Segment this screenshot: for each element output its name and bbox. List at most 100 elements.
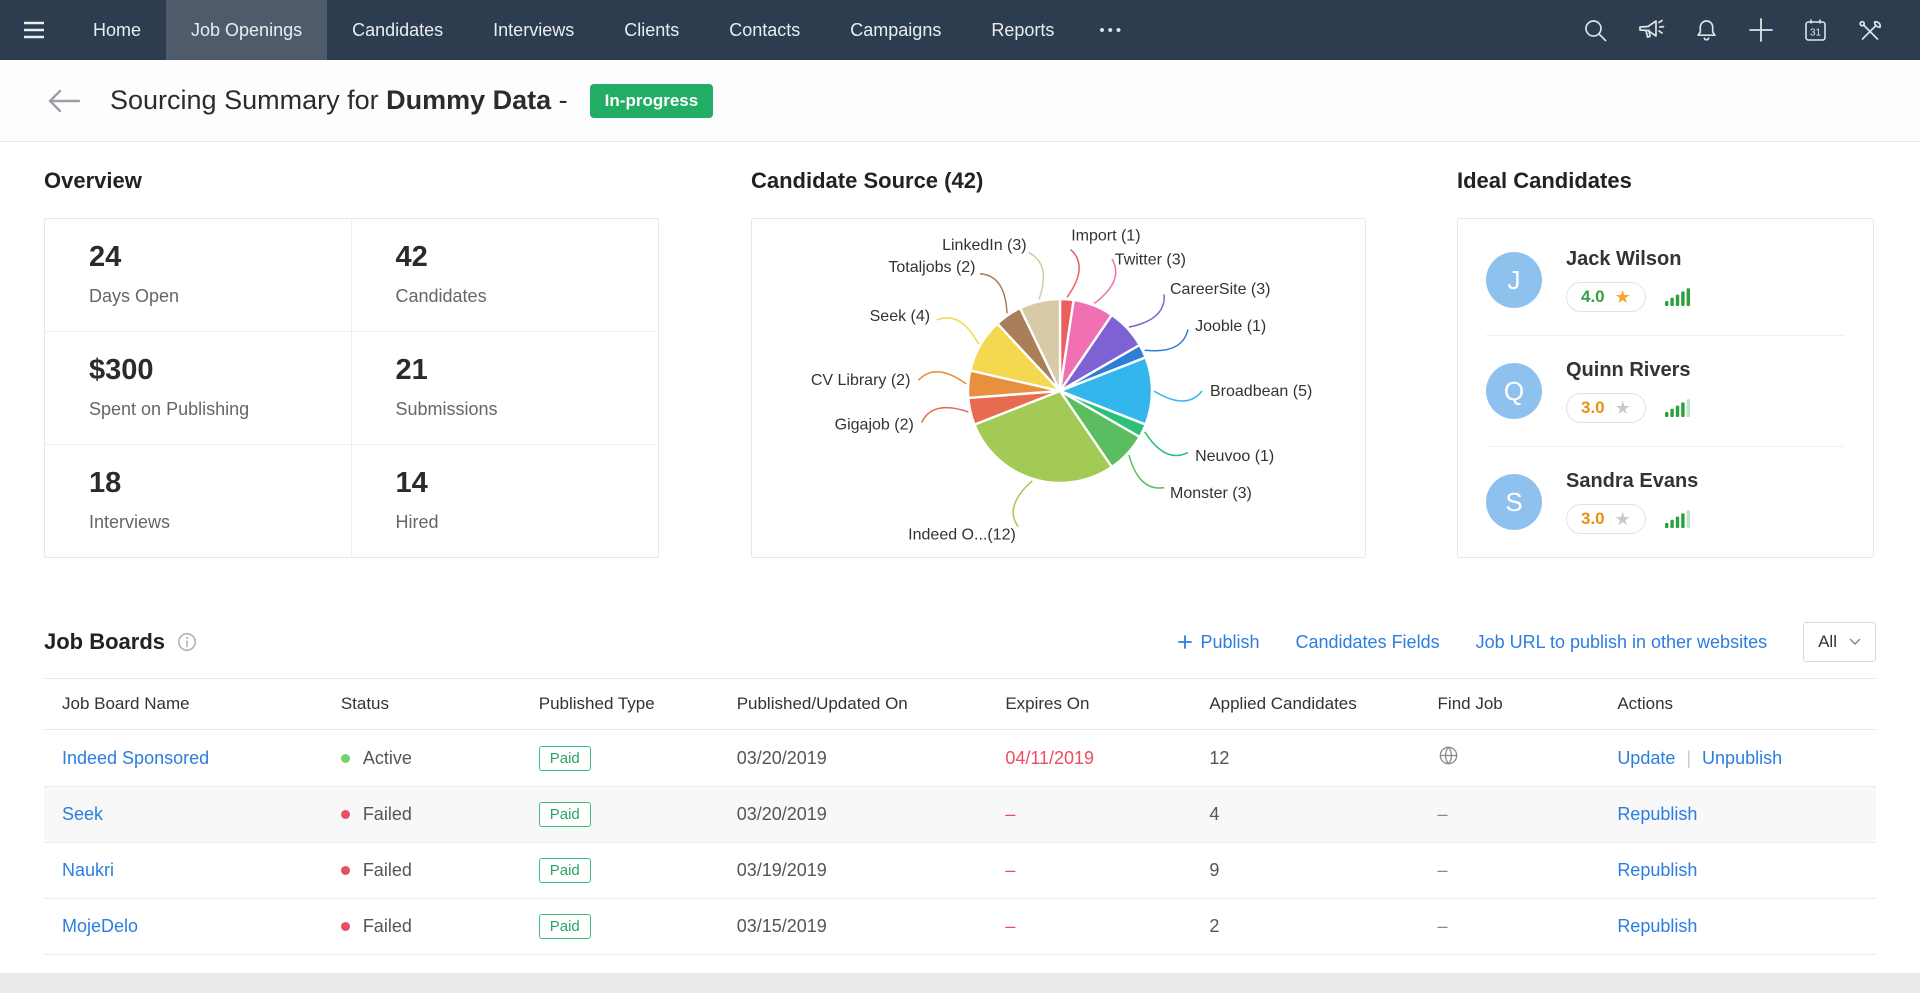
overview-card-value: 18 bbox=[89, 467, 341, 500]
calendar-icon[interactable]: 31 bbox=[1802, 17, 1829, 44]
cell-expires-on: – bbox=[995, 843, 1199, 899]
candidate-source-title: Candidate Source (42) bbox=[751, 168, 1366, 194]
overview-card-hired: 14Hired bbox=[352, 445, 659, 557]
job-boards-filter-dropdown[interactable]: All bbox=[1803, 622, 1876, 662]
action-separator: | bbox=[1686, 748, 1691, 768]
nav-item-candidates[interactable]: Candidates bbox=[327, 0, 468, 60]
pie-label-linkedin: LinkedIn (3) bbox=[942, 237, 1027, 254]
pie-label-indeed-organic: Indeed O...(12) bbox=[908, 526, 1016, 543]
page-title-prefix: Sourcing Summary for bbox=[110, 85, 379, 115]
action-link-republish[interactable]: Republish bbox=[1617, 916, 1697, 936]
column-header-job-board-name: Job Board Name bbox=[44, 679, 331, 730]
cell-find-job bbox=[1428, 730, 1608, 787]
status-badge: In-progress bbox=[590, 84, 714, 118]
overview-card-label: Submissions bbox=[396, 399, 649, 420]
cell-expires-on: 04/11/2019 bbox=[995, 730, 1199, 787]
back-arrow-icon[interactable] bbox=[46, 88, 82, 114]
candidates-fields-link[interactable]: Candidates Fields bbox=[1296, 632, 1440, 653]
column-header-status: Status bbox=[331, 679, 529, 730]
pie-label-seek: Seek (4) bbox=[870, 308, 930, 325]
cell-applied-candidates: 4 bbox=[1199, 787, 1427, 843]
published-type-badge: Paid bbox=[539, 858, 591, 883]
candidate-source-panel: Import (1)Twitter (3)CareerSite (3)Joobl… bbox=[751, 218, 1366, 558]
action-link-update[interactable]: Update bbox=[1617, 748, 1675, 768]
nav-item-home[interactable]: Home bbox=[68, 0, 166, 60]
expires-on-value: – bbox=[1005, 804, 1015, 824]
job-board-link[interactable]: MojeDelo bbox=[62, 916, 138, 936]
pie-leader-line bbox=[1094, 259, 1115, 304]
megaphone-icon[interactable] bbox=[1637, 17, 1665, 43]
candidate-info: Sandra Evans3.0★ bbox=[1566, 470, 1698, 534]
published-type-badge: Paid bbox=[539, 746, 591, 771]
nav-item-contacts[interactable]: Contacts bbox=[704, 0, 825, 60]
cell-find-job: – bbox=[1428, 787, 1608, 843]
overview-cards: 24Days Open42Candidates$300Spent on Publ… bbox=[44, 218, 659, 558]
column-header-expires-on: Expires On bbox=[995, 679, 1199, 730]
hamburger-menu-icon[interactable] bbox=[0, 0, 68, 60]
cell-applied-candidates: 12 bbox=[1199, 730, 1427, 787]
pie-label-monster: Monster (3) bbox=[1170, 485, 1252, 502]
cell-published-type: Paid bbox=[529, 787, 727, 843]
pie-leader-line bbox=[1028, 253, 1043, 300]
nav-item-reports[interactable]: Reports bbox=[966, 0, 1079, 60]
candidate-source-section: Candidate Source (42) Import (1)Twitter … bbox=[751, 168, 1366, 558]
candidate-row-quinn-rivers[interactable]: QQuinn Rivers3.0★ bbox=[1486, 336, 1845, 447]
job-board-link[interactable]: Naukri bbox=[62, 860, 114, 880]
nav-item-interviews[interactable]: Interviews bbox=[468, 0, 599, 60]
overview-card-label: Interviews bbox=[89, 512, 341, 533]
rating-value: 3.0 bbox=[1581, 398, 1605, 418]
find-job-value: – bbox=[1438, 916, 1448, 936]
column-header-published-updated-on: Published/Updated On bbox=[727, 679, 996, 730]
expires-on-value: – bbox=[1005, 860, 1015, 880]
nav-more-button[interactable]: ••• bbox=[1079, 0, 1144, 60]
job-board-link[interactable]: Seek bbox=[62, 804, 103, 824]
search-icon[interactable] bbox=[1582, 17, 1609, 44]
status-text: Active bbox=[363, 748, 412, 768]
nav-item-job-openings[interactable]: Job Openings bbox=[166, 0, 327, 60]
cell-published-on: 03/15/2019 bbox=[727, 899, 996, 955]
star-icon: ★ bbox=[1615, 399, 1631, 417]
table-row-mojedelo: MojeDeloFailedPaid03/15/2019–2–Republish bbox=[44, 899, 1876, 955]
table-row-seek: SeekFailedPaid03/20/2019–4–Republish bbox=[44, 787, 1876, 843]
avatar: J bbox=[1486, 252, 1542, 308]
notifications-bell-icon[interactable] bbox=[1693, 17, 1720, 44]
publish-button[interactable]: Publish bbox=[1178, 632, 1259, 653]
job-url-link[interactable]: Job URL to publish in other websites bbox=[1476, 632, 1768, 653]
pie-label-cv-library: CV Library (2) bbox=[811, 372, 911, 389]
info-icon[interactable] bbox=[177, 632, 197, 652]
find-job-value: – bbox=[1438, 804, 1448, 824]
main-content: Overview 24Days Open42Candidates$300Spen… bbox=[0, 168, 1920, 955]
add-plus-icon[interactable] bbox=[1748, 17, 1774, 43]
action-link-republish[interactable]: Republish bbox=[1617, 860, 1697, 880]
expires-on-value: 04/11/2019 bbox=[1005, 748, 1094, 768]
overview-card-label: Days Open bbox=[89, 286, 341, 307]
pie-leader-line bbox=[1013, 481, 1032, 527]
nav-item-campaigns[interactable]: Campaigns bbox=[825, 0, 966, 60]
tools-icon[interactable] bbox=[1857, 17, 1884, 44]
published-type-badge: Paid bbox=[539, 802, 591, 827]
cell-status: Failed bbox=[331, 899, 529, 955]
status-text: Failed bbox=[363, 916, 412, 936]
overview-card-label: Candidates bbox=[396, 286, 649, 307]
candidate-row-jack-wilson[interactable]: JJack Wilson4.0★ bbox=[1486, 225, 1845, 336]
plus-icon bbox=[1178, 635, 1192, 649]
cell-actions: Republish bbox=[1607, 843, 1876, 899]
action-link-unpublish[interactable]: Unpublish bbox=[1702, 748, 1782, 768]
pie-leader-line bbox=[918, 372, 966, 384]
cell-job-board-name: Naukri bbox=[44, 843, 331, 899]
status-text: Failed bbox=[363, 804, 412, 824]
overview-card-candidates: 42Candidates bbox=[352, 219, 659, 332]
page-bottom-strip bbox=[0, 973, 1920, 993]
job-board-link[interactable]: Indeed Sponsored bbox=[62, 748, 209, 768]
pie-leader-line bbox=[922, 408, 969, 423]
rating-pill: 3.0 ★ bbox=[1566, 393, 1646, 423]
globe-icon[interactable] bbox=[1438, 745, 1459, 766]
candidate-row-sandra-evans[interactable]: SSandra Evans3.0★ bbox=[1486, 447, 1845, 557]
action-link-republish[interactable]: Republish bbox=[1617, 804, 1697, 824]
nav-item-clients[interactable]: Clients bbox=[599, 0, 704, 60]
status-text: Failed bbox=[363, 860, 412, 880]
overview-card-spent-on-publishing: $300Spent on Publishing bbox=[45, 332, 352, 445]
rating-value: 3.0 bbox=[1581, 509, 1605, 529]
signal-bars-icon bbox=[1664, 287, 1694, 307]
column-header-find-job: Find Job bbox=[1428, 679, 1608, 730]
